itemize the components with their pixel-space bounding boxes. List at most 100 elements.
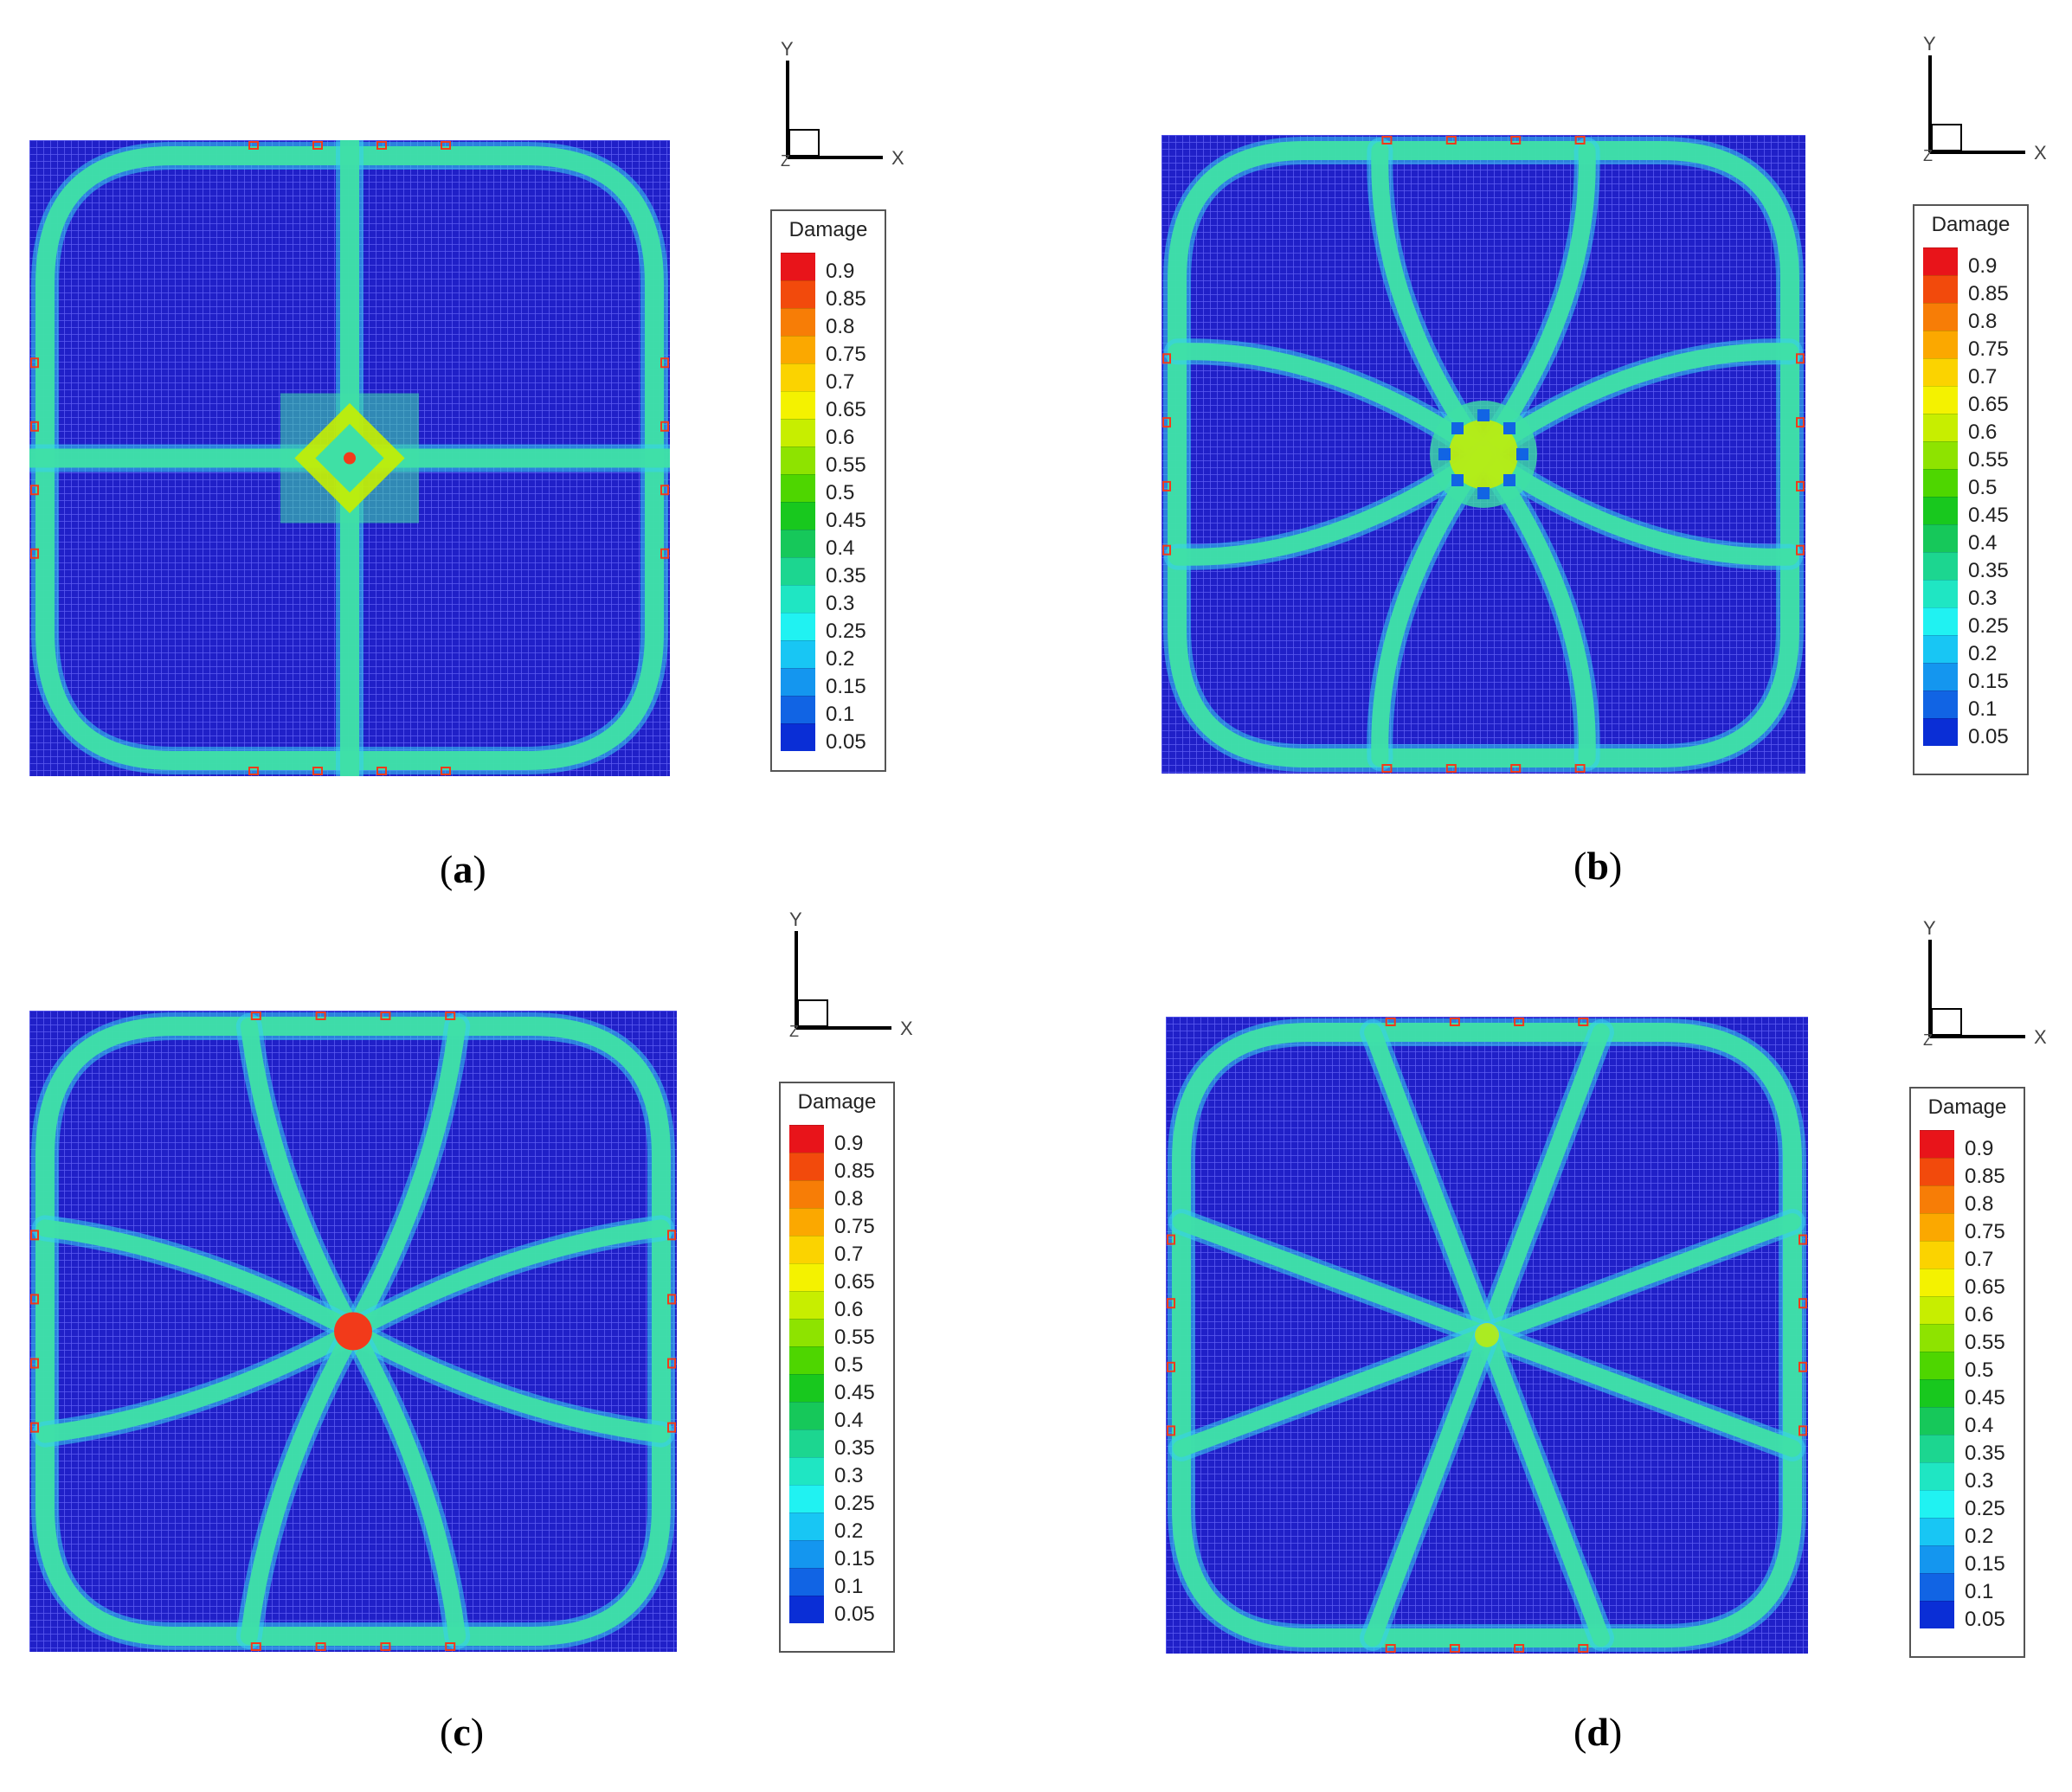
legend-label: 0.8 (826, 315, 855, 338)
crack-band (1364, 1024, 1496, 1344)
legend-swatch (1920, 1130, 1954, 1158)
central-damage-zone (1430, 401, 1537, 508)
legend-label: 0.35 (834, 1436, 875, 1460)
legend-swatch (1920, 1435, 1954, 1462)
legend-title: Damage (1927, 1095, 2007, 1119)
legend-swatch (789, 1374, 824, 1402)
legend-label: 0.05 (834, 1603, 875, 1626)
damage-legend-d: Damage 0.9 0.85 0.8 0.75 0.7 0.65 0.6 0.55 0.5 0.4… (1909, 1087, 2025, 1658)
axis-triad-a: Y X Z (762, 38, 909, 173)
legend-color-bar (789, 1125, 824, 1623)
legend-label: 0.05 (1968, 725, 2009, 748)
legend-swatch (1920, 1158, 1954, 1185)
legend-swatch (1923, 358, 1958, 386)
legend-label: 0.6 (834, 1298, 864, 1321)
legend-swatch (1923, 663, 1958, 690)
legend-swatch (789, 1319, 824, 1346)
legend-label: 0.45 (834, 1381, 875, 1404)
legend-title: Damage (1931, 213, 2011, 236)
legend-swatch (1920, 1573, 1954, 1601)
legend-swatch (1923, 247, 1958, 275)
legend-swatch (1923, 690, 1958, 718)
legend-swatch (789, 1457, 824, 1485)
legend-label: 0.5 (826, 481, 855, 504)
central-damage-zone (280, 393, 419, 523)
boundary-damage-markers (30, 141, 669, 775)
legend-swatch (1923, 580, 1958, 607)
legend-swatch (789, 1596, 824, 1623)
legend-label: 0.3 (834, 1464, 864, 1487)
legend-swatch (1923, 331, 1958, 358)
y-axis-label: Y (1923, 917, 1936, 939)
legend-swatch (1923, 275, 1958, 303)
crack-band (35, 1017, 671, 1646)
legend-label: 0.15 (826, 675, 866, 698)
crack-band (1173, 1213, 1496, 1344)
legend-label: 0.5 (1965, 1358, 1994, 1382)
legend-swatch (1923, 524, 1958, 552)
legend-label: 0.55 (826, 453, 866, 477)
damage-plot-b (1161, 135, 1805, 774)
legend-label: 0.75 (826, 343, 866, 366)
legend-swatch (789, 1429, 824, 1457)
crack-band (344, 1322, 467, 1645)
legend-label: 0.8 (834, 1187, 864, 1211)
x-axis-label: X (2034, 142, 2047, 164)
boundary-damage-markers (1167, 1018, 1807, 1653)
x-axis-label: X (2034, 1026, 2047, 1048)
z-axis-label: Z (781, 152, 790, 170)
legend-swatch (1923, 469, 1958, 497)
z-axis-box (797, 999, 828, 1027)
legend-swatch (789, 1540, 824, 1568)
legend-swatch (781, 336, 815, 363)
damage-legend-a: Damage 0.9 0.85 0.8 0.75 0.7 0.65 0.6 0.55 0.5 0.4… (770, 209, 886, 772)
crack-band (36, 1322, 362, 1443)
central-damage-zone (1475, 1323, 1499, 1347)
legend-label: 0.4 (1965, 1414, 1994, 1437)
crack-band (1478, 1024, 1610, 1344)
legend-swatch (789, 1236, 824, 1263)
legend-swatch (789, 1208, 824, 1236)
legend-label: 0.6 (1968, 421, 1998, 444)
legend-color-bar (1923, 247, 1958, 746)
legend-swatch (1923, 441, 1958, 469)
legend-label: 0.15 (1968, 670, 2009, 693)
legend-label: 0.35 (1968, 559, 2009, 582)
caption-b: (b) (1573, 844, 1623, 888)
legend-label: 0.65 (1968, 393, 2009, 416)
legend-label: 0.2 (1968, 642, 1998, 665)
crack-band (1478, 1326, 1801, 1457)
legend-swatch (789, 1513, 824, 1540)
legend-label: 0.4 (826, 536, 855, 560)
caption-c: (c) (440, 1710, 485, 1754)
legend-swatch (789, 1125, 824, 1153)
legend-swatch (1923, 303, 1958, 331)
legend-label: 0.45 (1968, 504, 2009, 527)
legend-label: 0.25 (1965, 1497, 2005, 1520)
legend-label: 0.1 (834, 1575, 864, 1598)
legend-swatch (781, 391, 815, 419)
caption-d: (d) (1573, 1710, 1623, 1754)
legend-swatch (781, 419, 815, 446)
y-axis-label: Y (781, 38, 794, 60)
damage-plot-d (1166, 1017, 1808, 1654)
legend-swatch (781, 557, 815, 585)
z-axis-box (788, 129, 820, 157)
legend-swatch (1923, 414, 1958, 441)
legend-swatch (781, 613, 815, 640)
legend-swatch (1920, 1213, 1954, 1241)
z-axis-box (1931, 1008, 1962, 1036)
legend-label: 0.05 (826, 730, 866, 754)
legend-swatch (781, 502, 815, 530)
legend-label: 0.4 (1968, 531, 1998, 555)
legend-swatch (1920, 1269, 1954, 1296)
legend-label: 0.7 (1965, 1248, 1994, 1271)
damage-plot-a (29, 140, 670, 776)
legend-label: 0.55 (834, 1326, 875, 1349)
crack-band (1478, 1326, 1610, 1647)
legend-swatch (1923, 635, 1958, 663)
damage-plot-c (29, 1011, 677, 1652)
legend-swatch (1920, 1601, 1954, 1628)
legend-label: 0.6 (1965, 1303, 1994, 1326)
crack-band (36, 1219, 362, 1340)
